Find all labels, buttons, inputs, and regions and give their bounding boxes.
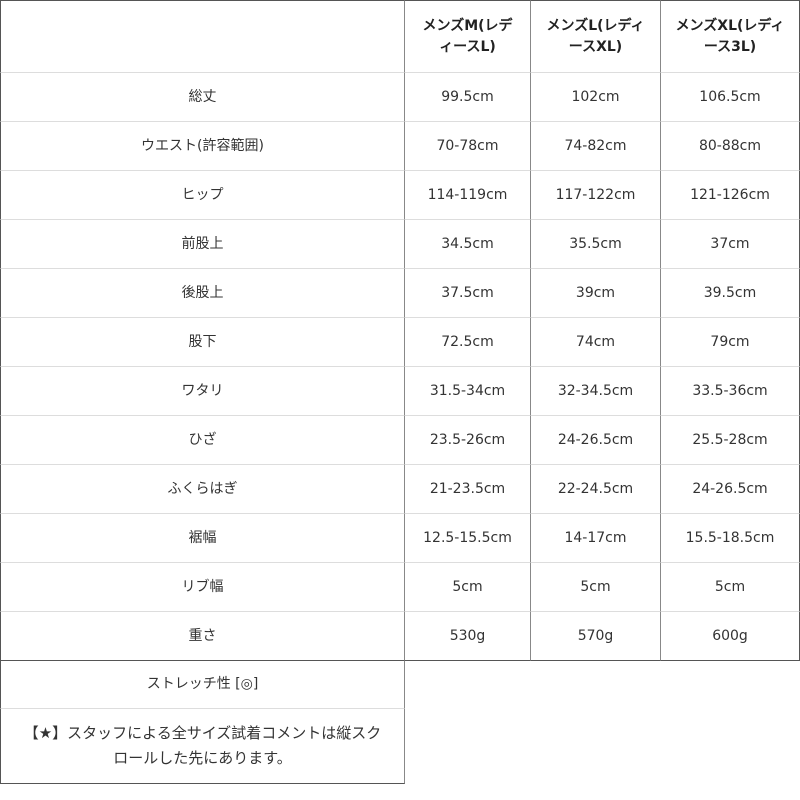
table-cell: 117-122cm [531,171,661,220]
stretch-row: ストレッチ性 [◎] [0,661,405,709]
row-label: 後股上 [0,269,405,318]
header-row: メンズM(レディースL) メンズL(レディースXL) メンズXL(レディース3L) [0,0,800,73]
row-label: 前股上 [0,220,405,269]
table-cell: 5cm [661,563,800,612]
corner-header [0,0,405,73]
table-cell: 74-82cm [531,122,661,171]
table-cell: 24-26.5cm [531,416,661,465]
comment-note: 【★】スタッフによる全サイズ試着コメントは縦スクロールした先にあります。 [0,709,405,784]
table-cell: 72.5cm [405,318,531,367]
table-row: リブ幅 5cm 5cm 5cm [0,563,800,612]
table-cell: 32-34.5cm [531,367,661,416]
size-header: メンズXL(レディース3L) [661,0,800,73]
table-cell: 106.5cm [661,73,800,122]
row-label: ふくらはぎ [0,465,405,514]
row-label: ひざ [0,416,405,465]
table-cell: 99.5cm [405,73,531,122]
row-label: ヒップ [0,171,405,220]
table-row: 股下 72.5cm 74cm 79cm [0,318,800,367]
table-cell: 35.5cm [531,220,661,269]
table-row: 重さ 530g 570g 600g [0,612,800,661]
row-label: リブ幅 [0,563,405,612]
table-cell: 74cm [531,318,661,367]
table-cell: 23.5-26cm [405,416,531,465]
table-cell: 600g [661,612,800,661]
row-label: ウエスト(許容範囲) [0,122,405,171]
table-cell: 80-88cm [661,122,800,171]
table-cell: 14-17cm [531,514,661,563]
row-label: 股下 [0,318,405,367]
table-row: 前股上 34.5cm 35.5cm 37cm [0,220,800,269]
table-cell: 121-126cm [661,171,800,220]
table-row: 裾幅 12.5-15.5cm 14-17cm 15.5-18.5cm [0,514,800,563]
table-cell: 530g [405,612,531,661]
table-cell: 31.5-34cm [405,367,531,416]
table-cell: 114-119cm [405,171,531,220]
table-row: 後股上 37.5cm 39cm 39.5cm [0,269,800,318]
table-cell: 34.5cm [405,220,531,269]
table-cell: 5cm [405,563,531,612]
table-cell: 570g [531,612,661,661]
table-cell: 70-78cm [405,122,531,171]
table-row: 総丈 99.5cm 102cm 106.5cm [0,73,800,122]
table-cell: 37.5cm [405,269,531,318]
table-row: ふくらはぎ 21-23.5cm 22-24.5cm 24-26.5cm [0,465,800,514]
table-cell: 39.5cm [661,269,800,318]
table-cell: 79cm [661,318,800,367]
table-cell: 21-23.5cm [405,465,531,514]
table-cell: 37cm [661,220,800,269]
table-cell: 5cm [531,563,661,612]
table-row: ウエスト(許容範囲) 70-78cm 74-82cm 80-88cm [0,122,800,171]
row-label: 裾幅 [0,514,405,563]
table-row: ヒップ 114-119cm 117-122cm 121-126cm [0,171,800,220]
table-cell: 25.5-28cm [661,416,800,465]
table-cell: 12.5-15.5cm [405,514,531,563]
size-header: メンズM(レディースL) [405,0,531,73]
row-label: 重さ [0,612,405,661]
table-cell: 33.5-36cm [661,367,800,416]
table-cell: 39cm [531,269,661,318]
table-cell: 15.5-18.5cm [661,514,800,563]
table-cell: 24-26.5cm [661,465,800,514]
size-header: メンズL(レディースXL) [531,0,661,73]
table-row: ワタリ 31.5-34cm 32-34.5cm 33.5-36cm [0,367,800,416]
comment-row: 【★】スタッフによる全サイズ試着コメントは縦スクロールした先にあります。 [0,709,405,784]
stretch-label: ストレッチ性 [◎] [0,661,405,709]
row-label: ワタリ [0,367,405,416]
table-row: ひざ 23.5-26cm 24-26.5cm 25.5-28cm [0,416,800,465]
table-cell: 102cm [531,73,661,122]
table-cell: 22-24.5cm [531,465,661,514]
row-label: 総丈 [0,73,405,122]
